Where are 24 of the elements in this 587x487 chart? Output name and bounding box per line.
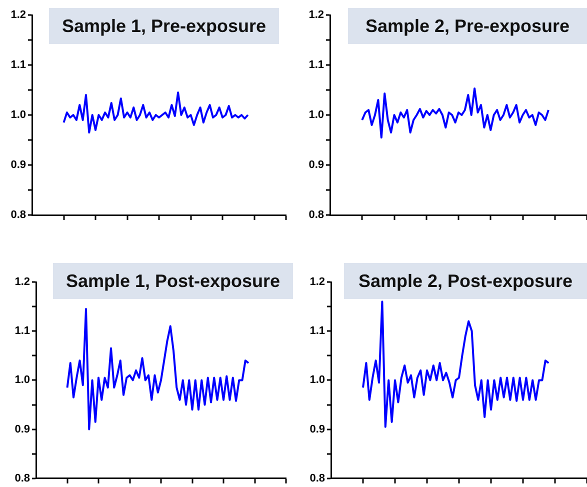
y-tick-label: 1.1 xyxy=(14,325,30,338)
y-tick-label: 1.2 xyxy=(14,276,30,288)
y-tick-label: 1.0 xyxy=(14,374,30,386)
y-tick-label: 1.0 xyxy=(310,374,325,386)
y-tick-label: 1.1 xyxy=(10,59,26,72)
y-tick-label: 1.2 xyxy=(308,9,324,22)
y-tick-label: 1.2 xyxy=(310,276,325,288)
y-tick-label: 0.9 xyxy=(14,423,30,436)
y-tick-label: 1.2 xyxy=(10,9,26,22)
chart-title: Sample 2, Post-exposure xyxy=(344,263,587,299)
y-tick-label: 1.0 xyxy=(308,109,324,122)
chart-title: Sample 1, Post-exposure xyxy=(53,263,293,299)
y-tick-label: 0.8 xyxy=(310,472,325,484)
y-tick-label: 1.1 xyxy=(308,59,324,72)
y-tick-label: 1.0 xyxy=(10,109,26,122)
y-tick-label: 0.8 xyxy=(14,472,30,484)
chart-title: Sample 2, Pre-exposure xyxy=(348,8,587,44)
chart-title: Sample 1, Pre-exposure xyxy=(49,8,279,44)
y-tick-label: 0.9 xyxy=(10,159,26,172)
y-tick-label: 0.9 xyxy=(310,423,325,436)
y-tick-label: 0.9 xyxy=(308,159,324,172)
y-tick-label: 1.1 xyxy=(310,325,325,338)
y-tick-label: 0.8 xyxy=(308,209,324,222)
y-tick-label: 0.8 xyxy=(10,209,26,222)
